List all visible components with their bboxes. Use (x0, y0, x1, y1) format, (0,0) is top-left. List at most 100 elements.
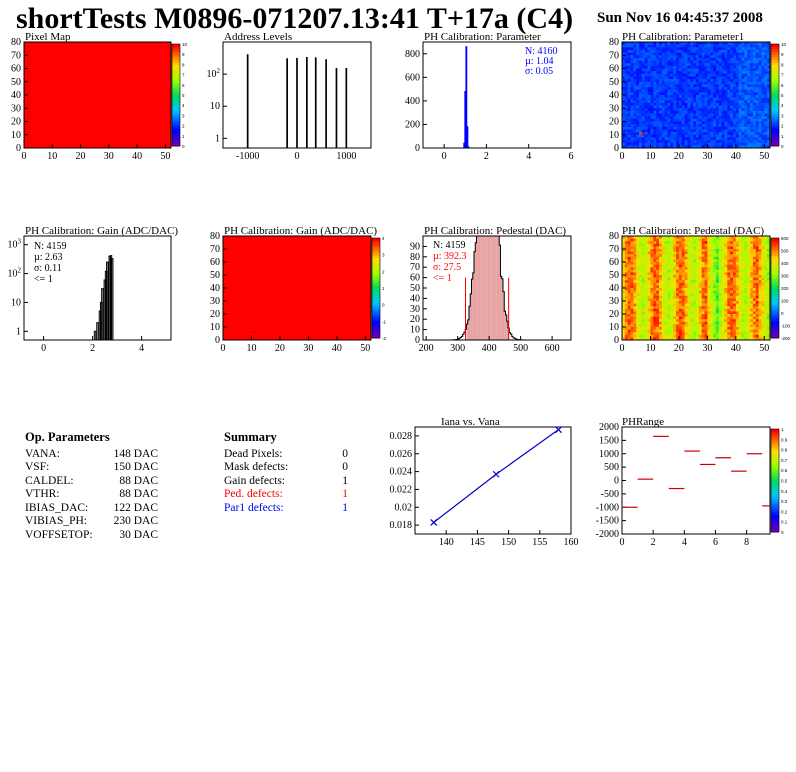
heatmap-cell (704, 259, 708, 263)
heatmap-cell (744, 319, 748, 323)
heatmap-cell (667, 282, 671, 286)
heatmap-cell (718, 81, 722, 85)
heatmap-cell (733, 241, 737, 245)
heatmap-cell (664, 249, 668, 252)
heatmap-cell (710, 256, 714, 260)
heatmap-cell (656, 324, 660, 328)
heatmap-cell (721, 87, 725, 90)
heatmap-cell (713, 243, 717, 247)
colorbar-cell (172, 79, 180, 83)
heatmap-cell (650, 288, 654, 291)
heatmap-cell (710, 332, 714, 336)
heatmap-cell (653, 321, 657, 325)
heatmap-cell (676, 316, 680, 320)
heatmap-cell (764, 316, 768, 320)
heatmap-cell (624, 102, 628, 106)
heatmap-cell (650, 280, 654, 284)
heatmap-cell (690, 293, 694, 297)
heatmap-cell (650, 319, 654, 323)
heatmap-cell (733, 79, 737, 83)
heatmap-cell (696, 301, 700, 304)
heatmap-cell (653, 329, 657, 333)
colorbar-cell (771, 333, 779, 336)
heatmap-cell (659, 134, 663, 138)
heatmap-cell (678, 290, 683, 294)
heatmap-cell (696, 57, 700, 61)
heatmap-cell (758, 97, 762, 101)
heatmap-cell (673, 124, 677, 128)
heatmap-cell (644, 293, 648, 297)
heatmap-cell (721, 145, 725, 149)
heatmap-cell (721, 124, 725, 128)
heatmap-cell (641, 89, 646, 93)
heatmap-cell (764, 251, 768, 255)
heatmap-cell (650, 129, 654, 133)
colorbar-tick: 0 (781, 311, 784, 316)
heatmap-cell (707, 113, 711, 117)
tick-label: 60 (210, 257, 220, 268)
heatmap-cell (693, 243, 697, 247)
heatmap-cell (627, 280, 631, 284)
heatmap-cell (730, 316, 734, 320)
heatmap-cell (639, 87, 643, 90)
heatmap-cell (738, 124, 742, 128)
op-param-value: 230 DAC (113, 515, 158, 527)
heatmap-cell (641, 113, 646, 117)
heatmap-cell (744, 238, 748, 242)
heatmap-cell (710, 298, 714, 302)
heatmap-cell (744, 314, 748, 317)
heatmap-cell (738, 68, 742, 72)
heatmap-cell (687, 249, 691, 252)
heatmap-cell (641, 275, 646, 278)
heatmap-cell (721, 267, 725, 271)
heatmap-cell (630, 57, 634, 61)
heatmap-cell (687, 102, 691, 106)
heatmap-cell (667, 262, 671, 265)
heatmap-cell (727, 306, 731, 310)
heatmap-cell (744, 145, 748, 149)
heatmap-cell (741, 145, 745, 149)
x-tick-label: 30 (303, 343, 313, 354)
chart-ph-pedestal-map: PH Calibration: Pedestal (DAC)0 10 20 30 40 5… (609, 225, 791, 354)
heatmap-cell (750, 288, 754, 291)
heatmap-cell (752, 79, 757, 83)
colorbar-cell (771, 240, 779, 244)
tick-label: 60 (11, 64, 21, 75)
heatmap-cell (767, 285, 771, 289)
heatmap-cell (690, 95, 694, 98)
colorbar-tick: 6 (781, 83, 784, 88)
heatmap-cell (715, 65, 720, 69)
heatmap-cell (656, 126, 660, 130)
heatmap-cell (761, 129, 765, 133)
heatmap-cell (656, 277, 660, 281)
heatmap-cell (627, 63, 631, 67)
heatmap-cell (684, 102, 688, 106)
heatmap-cell (656, 44, 660, 48)
heatmap-cell (647, 134, 651, 138)
heatmap-cell (684, 113, 688, 117)
heatmap-cell (761, 321, 765, 325)
heatmap-cell (761, 73, 765, 77)
heatmap-cell (713, 63, 717, 67)
heatmap-cell (636, 246, 640, 250)
heatmap-cell (667, 275, 671, 278)
heatmap-cell (733, 288, 737, 291)
heatmap-cell (627, 329, 631, 333)
heatmap-cell (733, 71, 737, 75)
heatmap-cell (630, 275, 634, 278)
heatmap-cell (647, 280, 651, 284)
heatmap-cell (767, 105, 771, 109)
heatmap-cell (693, 60, 697, 64)
heatmap-cell (758, 89, 762, 93)
heatmap-cell (750, 259, 754, 263)
heatmap-cell (718, 251, 722, 255)
heatmap-cell (761, 285, 765, 289)
heatmap-cell (673, 334, 677, 338)
heatmap-cell (636, 332, 640, 336)
heatmap-cell (718, 243, 722, 247)
heatmap-cell (733, 97, 737, 101)
heatmap-cell (639, 243, 643, 247)
heatmap-cell (681, 105, 685, 109)
heatmap-cell (687, 52, 691, 56)
heatmap-cell (676, 55, 680, 59)
